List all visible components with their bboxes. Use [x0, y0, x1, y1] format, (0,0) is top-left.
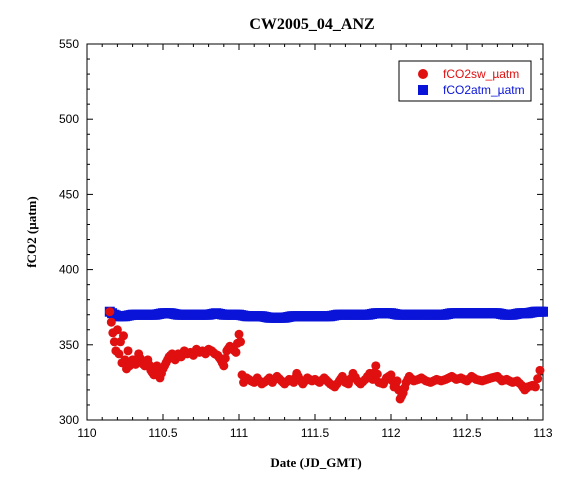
x-axis-label: Date (JD_GMT) [270, 455, 361, 470]
series-fco2sw [105, 307, 545, 404]
data-point [123, 346, 133, 356]
x-tick-label: 110 [77, 426, 96, 440]
legend-label-fco2sw: fCO2sw_µatm [443, 67, 519, 81]
data-point [392, 376, 402, 386]
y-tick-label: 450 [59, 187, 79, 201]
y-tick-label: 350 [59, 338, 79, 352]
data-point [219, 361, 229, 371]
y-tick-label: 550 [59, 37, 79, 51]
x-tick-label: 112 [381, 426, 400, 440]
x-tick-label: 113 [533, 426, 552, 440]
data-point [530, 382, 540, 392]
x-tick-label: 110.5 [148, 426, 177, 440]
data-point [105, 307, 115, 317]
data-point [371, 361, 381, 371]
data-point [234, 329, 244, 339]
data-point [118, 331, 128, 341]
x-axis: 110 110.5 111 111.5 112 112.5 113 [77, 44, 553, 440]
y-axis: 300 350 400 450 500 550 [59, 37, 543, 427]
y-tick-label: 400 [59, 263, 79, 277]
y-tick-label: 500 [59, 112, 79, 126]
legend-marker-fco2sw [418, 69, 428, 79]
data-point [231, 347, 241, 357]
data-point [236, 337, 246, 347]
data-point [114, 349, 124, 359]
data-point [538, 306, 548, 317]
data-point [112, 325, 122, 335]
plot-area [86, 43, 544, 421]
series-fco2atm [104, 306, 548, 323]
y-axis-label: fCO2 (µatm) [24, 196, 39, 267]
data-point [220, 353, 230, 363]
x-tick-label: 111.5 [301, 426, 330, 440]
legend-marker-fco2atm [418, 85, 428, 95]
data-point [106, 317, 116, 327]
chart-title: CW2005_04_ANZ [249, 16, 374, 33]
y-tick-label: 300 [59, 413, 79, 427]
data-point [533, 374, 543, 384]
legend-label-fco2atm: fCO2atm_µatm [443, 83, 525, 97]
legend-box [398, 60, 532, 102]
legend: fCO2sw_µatm fCO2atm_µatm [398, 60, 532, 102]
series-layer [104, 306, 548, 404]
x-tick-label: 111 [230, 426, 249, 440]
data-point [535, 365, 545, 375]
data-point [372, 369, 382, 379]
x-tick-label: 112.5 [452, 426, 481, 440]
